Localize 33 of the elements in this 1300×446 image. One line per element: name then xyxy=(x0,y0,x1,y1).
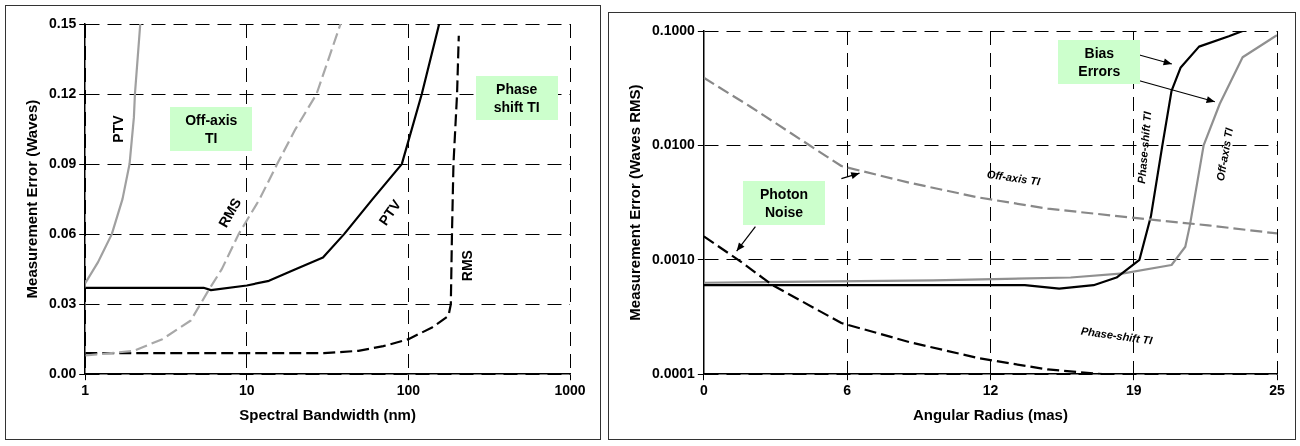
x-tick-label: 25 xyxy=(1269,382,1285,399)
y-tick-label: 0.03 xyxy=(49,295,77,312)
y-tick-label: 0.0001 xyxy=(651,365,696,382)
y-axis-title: Measurement Error (Waves) xyxy=(23,99,41,299)
x-tick-label: 10 xyxy=(239,382,255,399)
x-tick-label: 0 xyxy=(699,382,708,399)
x-axis-title: Spectral Bandwidth (nm) xyxy=(239,406,416,424)
x-tick-label: 100 xyxy=(396,382,421,399)
y-tick-label: 0.1000 xyxy=(651,21,696,38)
x-tick-label: 19 xyxy=(1125,382,1142,399)
text: Off-axis TI xyxy=(986,167,1042,188)
x-tick-label: 1 xyxy=(81,382,90,399)
text: RMS xyxy=(459,250,476,282)
y-axis-title: Measurement Error (Waves RMS) xyxy=(626,84,644,321)
y-tick-label: 0.06 xyxy=(49,224,77,241)
text: Off-axis TI xyxy=(1213,126,1236,182)
text: Phase-shift TI xyxy=(1135,110,1154,185)
y-tick-label: 0.00 xyxy=(49,365,77,382)
note-box: Off-axis TI xyxy=(170,107,253,152)
y-tick-label: 0.0010 xyxy=(651,250,696,267)
x-tick-label: 12 xyxy=(982,382,999,399)
note-box: Phase shift TI xyxy=(475,75,558,120)
x-tick-label: 6 xyxy=(843,382,852,399)
x-axis-title: Angular Radius (mas) xyxy=(912,406,1068,424)
y-tick-label: 0.0100 xyxy=(651,136,696,153)
text: PTV xyxy=(110,114,127,143)
x-tick-label: 1000 xyxy=(554,382,586,399)
y-tick-label: 0.09 xyxy=(49,154,77,171)
note-box: Bias Errors xyxy=(1058,39,1141,84)
note-box: Photon Noise xyxy=(743,180,826,225)
text: Phase-shift TI xyxy=(1080,324,1155,347)
y-tick-label: 0.12 xyxy=(49,84,77,101)
y-tick-label: 0.15 xyxy=(49,14,77,31)
